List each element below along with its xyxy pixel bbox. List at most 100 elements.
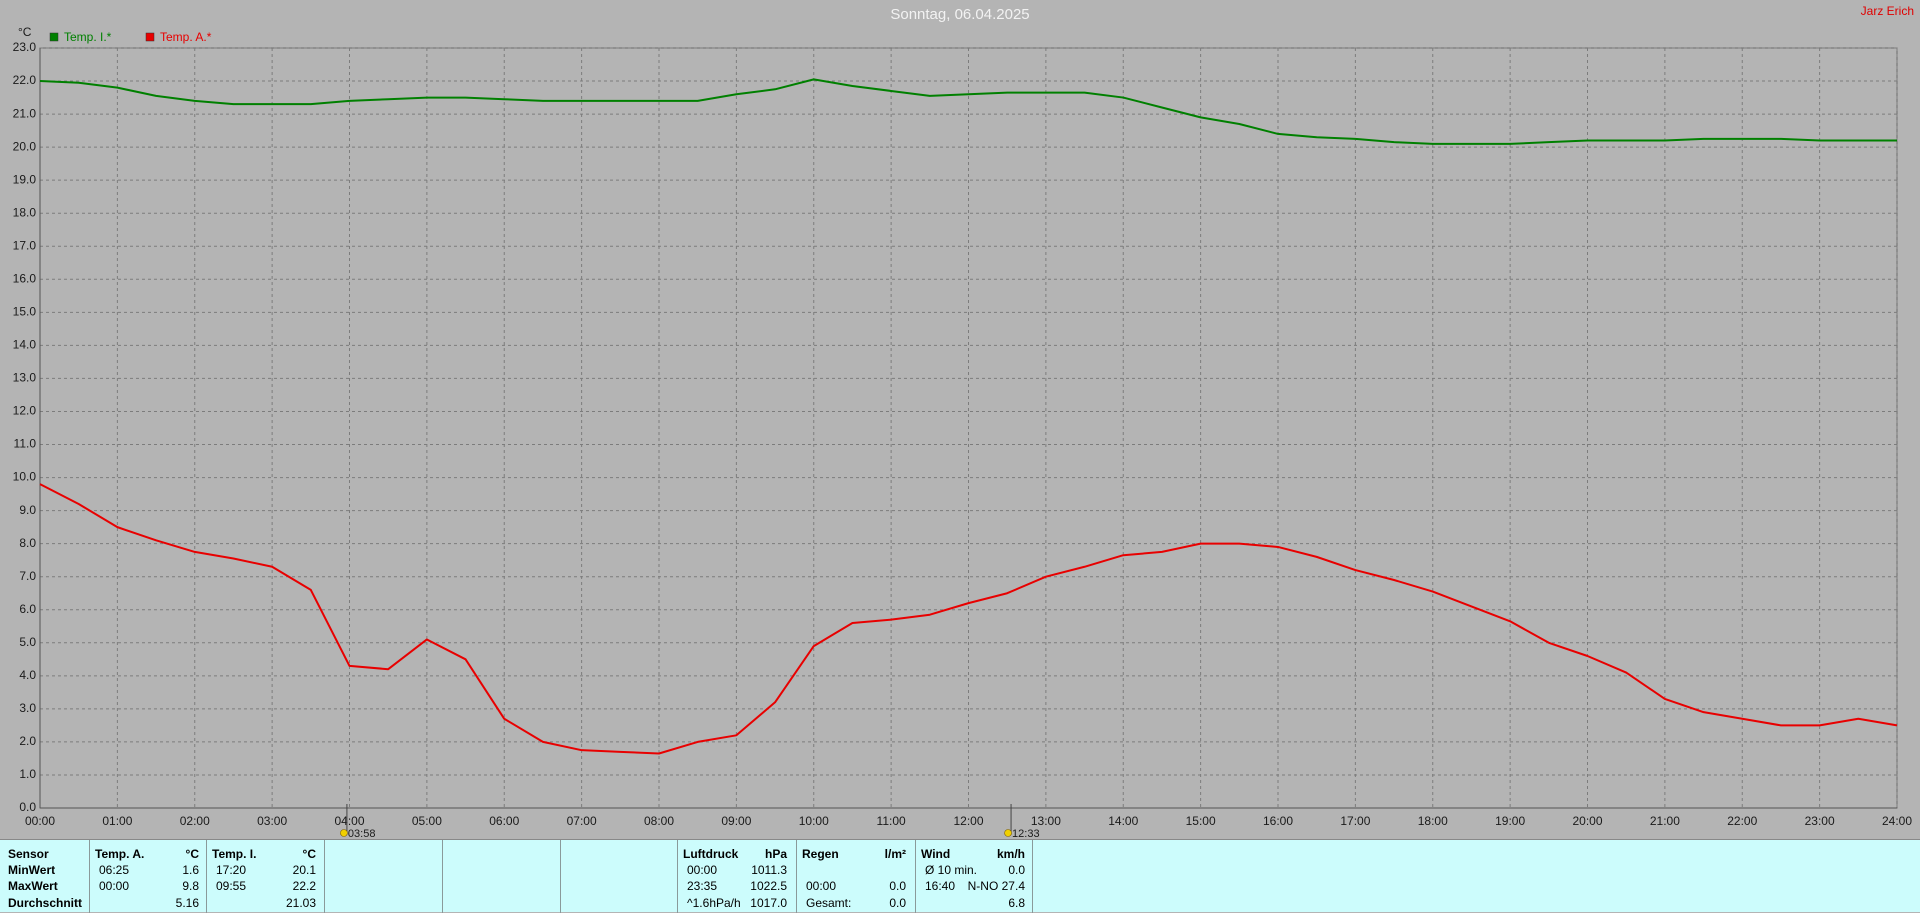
y-tick-label: 3.0: [19, 701, 36, 715]
summary-cell: 09:55: [216, 879, 247, 893]
y-tick-label: 20.0: [13, 139, 37, 153]
summary-cell: Luftdruck: [683, 847, 739, 861]
summary-cell: 17:20: [216, 863, 247, 877]
y-tick-label: 16.0: [13, 271, 37, 285]
summary-cell: MinWert: [8, 863, 56, 877]
x-tick-label: 22:00: [1727, 814, 1757, 828]
summary-cell: 1017.0: [750, 896, 787, 910]
separator: [915, 840, 916, 913]
summary-cell: 00:00: [687, 863, 718, 877]
y-tick-label: 6.0: [19, 602, 36, 616]
annotation-icon: [340, 829, 348, 837]
y-tick-label: 19.0: [13, 172, 37, 186]
summary-cell: 20.1: [292, 863, 316, 877]
summary-cell: 21.03: [285, 896, 316, 910]
series-line: [39, 78, 1897, 145]
x-tick-label: 05:00: [412, 814, 442, 828]
y-tick-label: 9.0: [19, 503, 36, 517]
summary-cell: l/m²: [884, 847, 906, 861]
x-tick-label: 11:00: [877, 814, 906, 828]
x-tick-label: 07:00: [567, 814, 597, 828]
chart: Sonntag, 06.04.2025 Jarz Erich °C 0.0 1.0…: [13, 4, 1914, 839]
y-tick-label: 10.0: [13, 470, 37, 484]
y-tick-label: 13.0: [13, 371, 37, 385]
y-axis-label: °C: [18, 25, 32, 39]
summary-cell: 06:25: [99, 863, 130, 877]
y-tick-label: 0.0: [19, 800, 36, 814]
x-tick-label: 00:00: [25, 814, 55, 828]
summary-cell: 23:35: [687, 879, 718, 893]
summary-cell: ^1.6hPa/h: [687, 896, 741, 910]
y-tick-label: 12.0: [13, 404, 37, 418]
summary-cell: 6.8: [1008, 896, 1025, 910]
x-tick-label: 04:00: [334, 814, 364, 828]
summary-cell: Temp. A.: [95, 847, 145, 861]
separator: [796, 840, 797, 913]
x-tick-label: 21:00: [1650, 814, 1680, 828]
summary-panel: Sensor MinWert MaxWert Durchschnitt Temp. A.…: [0, 839, 1920, 913]
legend-swatch: [145, 32, 155, 42]
summary-cell: hPa: [764, 847, 787, 861]
y-tick-label: 1.0: [19, 767, 36, 781]
summary-cell: 00:00: [99, 879, 130, 893]
summary-cell: MaxWert: [8, 879, 58, 893]
y-tick-label: 23.0: [13, 40, 37, 54]
annotation-label: 12:33: [1012, 828, 1040, 839]
summary-cell: Regen: [802, 847, 839, 861]
y-tick-label: 22.0: [13, 73, 37, 87]
y-tick-label: 7.0: [19, 569, 36, 583]
x-tick-label: 10:00: [799, 814, 829, 828]
x-tick-label: 24:00: [1882, 814, 1912, 828]
summary-cell: 0.0: [1008, 863, 1025, 877]
annotation-label: 03:58: [348, 828, 376, 839]
owner: Jarz Erich: [1861, 4, 1914, 18]
x-tick-label: 13:00: [1031, 814, 1061, 828]
x-tick-label: 12:00: [953, 814, 983, 828]
y-tick-label: 4.0: [19, 668, 36, 682]
legend-label: Temp. A.*: [160, 30, 212, 44]
y-tick-label: 17.0: [13, 238, 37, 252]
x-tick-label: 17:00: [1340, 814, 1370, 828]
summary-cell: 0.0: [889, 879, 906, 893]
summary-cell: Ø 10 min.: [925, 863, 978, 877]
summary-cell: °C: [185, 847, 199, 861]
summary-cell: 1.6: [182, 863, 199, 877]
legend-label: Temp. I.*: [64, 30, 112, 44]
separator: [324, 840, 325, 913]
x-tick-label: 23:00: [1805, 814, 1835, 828]
y-tick-label: 21.0: [13, 106, 37, 120]
summary-cell: Sensor: [8, 847, 49, 861]
y-tick-label: 11.0: [14, 437, 37, 451]
summary-cell: 00:00: [806, 879, 837, 893]
x-tick-label: 15:00: [1186, 814, 1216, 828]
annotation-icon: [1004, 829, 1012, 837]
summary-cell: 1011.3: [751, 863, 787, 877]
summary-cell: Temp. I.: [212, 847, 257, 861]
y-tick-label: 8.0: [19, 536, 36, 550]
y-tick-label: 18.0: [13, 205, 37, 219]
y-tick-label: 15.0: [13, 305, 37, 319]
summary-cell: 5.16: [175, 896, 199, 910]
y-tick-label: 2.0: [19, 734, 36, 748]
separator: [677, 840, 678, 913]
y-tick-label: 5.0: [19, 635, 36, 649]
x-tick-label: 01:00: [102, 814, 132, 828]
x-tick-label: 20:00: [1572, 814, 1602, 828]
x-tick-label: 03:00: [257, 814, 287, 828]
summary-cell: 22.2: [292, 879, 316, 893]
summary-cell: Durchschnitt: [8, 896, 83, 910]
x-tick-label: 16:00: [1263, 814, 1293, 828]
x-tick-label: 19:00: [1495, 814, 1525, 828]
separator: [442, 840, 443, 913]
series-line: [39, 483, 1898, 755]
legend-swatch: [49, 32, 59, 42]
x-tick-label: 18:00: [1418, 814, 1448, 828]
summary-cell: 0.0: [889, 896, 906, 910]
summary-cell: °C: [302, 847, 316, 861]
separator: [1032, 840, 1033, 913]
y-tick-label: 14.0: [13, 338, 37, 352]
summary-cell: Gesamt:: [806, 896, 852, 910]
x-tick-label: 09:00: [721, 814, 751, 828]
summary-cell: N-NO 27.4: [967, 879, 1025, 893]
